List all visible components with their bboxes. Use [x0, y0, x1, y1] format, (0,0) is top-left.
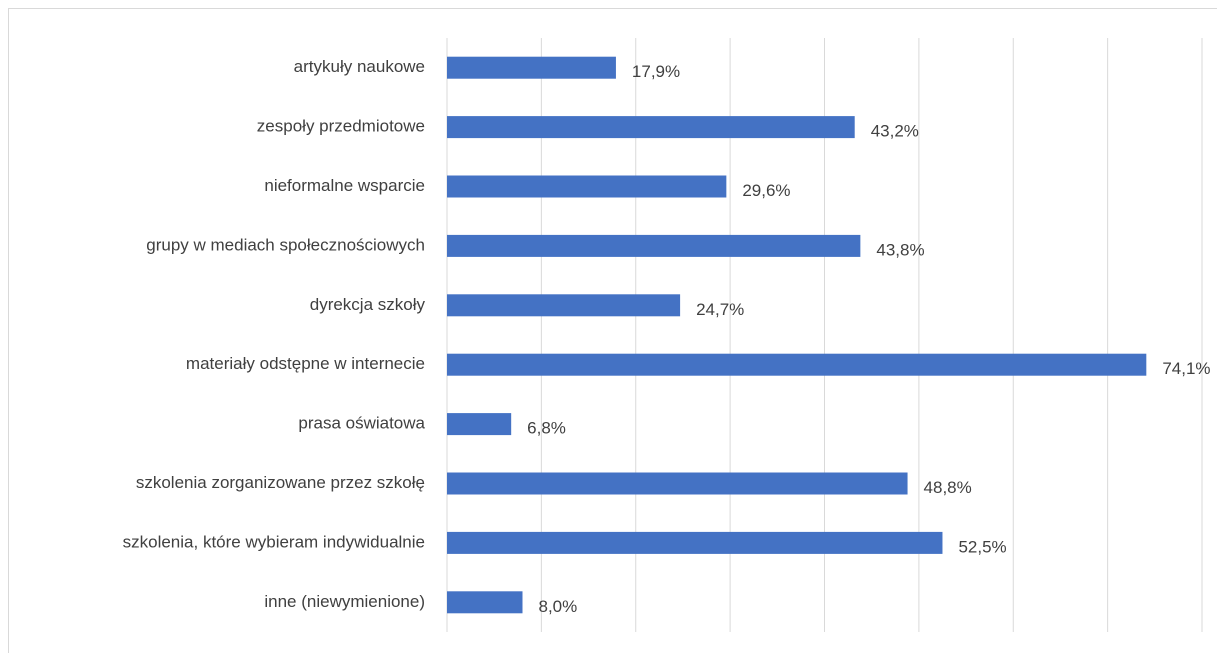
bar — [447, 591, 523, 614]
data-label: 6,8% — [527, 419, 566, 438]
y-tick-label: nieformalne wsparcie — [264, 176, 425, 195]
bar — [447, 175, 727, 198]
data-label: 48,8% — [924, 478, 972, 497]
data-label: 74,1% — [1162, 359, 1210, 378]
bar — [447, 353, 1147, 376]
y-tick-label: grupy w mediach społecznościowych — [146, 235, 425, 254]
y-tick-label: inne (niewymienione) — [264, 592, 425, 611]
y-tick-label: zespoły przedmiotowe — [257, 117, 425, 136]
data-label: 52,5% — [958, 537, 1006, 556]
bar — [447, 413, 512, 436]
y-tick-label: artykuły naukowe — [294, 57, 425, 76]
y-tick-label: materiały odstępne w internecie — [186, 354, 425, 373]
data-label: 8,0% — [539, 597, 578, 616]
y-tick-label: szkolenia, które wybieram indywidualnie — [123, 532, 425, 551]
bar — [447, 472, 908, 495]
data-label: 17,9% — [632, 62, 680, 81]
bar — [447, 531, 943, 554]
chart-border — [8, 8, 1217, 653]
data-label: 43,8% — [876, 240, 924, 259]
y-tick-label: dyrekcja szkoły — [310, 295, 426, 314]
y-tick-label: szkolenia zorganizowane przez szkołę — [136, 473, 425, 492]
data-label: 29,6% — [742, 181, 790, 200]
bar — [447, 56, 616, 79]
data-label: 43,2% — [871, 122, 919, 141]
data-label: 24,7% — [696, 300, 744, 319]
bar — [447, 234, 861, 257]
y-tick-label: prasa oświatowa — [298, 414, 425, 433]
bar — [447, 294, 681, 317]
bar — [447, 116, 855, 139]
